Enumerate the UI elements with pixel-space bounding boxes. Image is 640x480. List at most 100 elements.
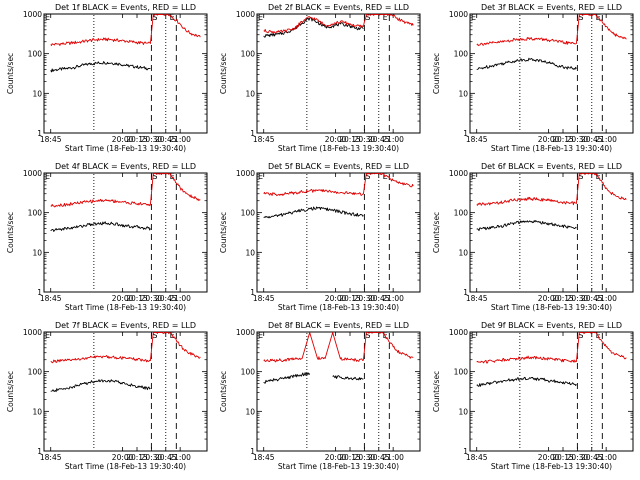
plot-frame [256,331,421,452]
x-tick-label: 20:15 [126,135,148,144]
marker-letter-middle: S [152,13,157,22]
y-tick-label: 1 [463,447,468,456]
x-axis-label: Start Time (18-Feb-13 19:30:40) [491,303,612,312]
y-tick-label: 1000 [236,169,255,178]
x-tick-label: 20:30 [141,294,163,303]
panel-9: Det 9f BLACK = Events, RED = LLD 1 10 100 10… [432,321,634,471]
marker-letter-left: E [45,13,50,22]
y-axis-label: Counts/sec [432,53,441,94]
marker-letter-middle: S [152,172,157,181]
y-tick-label: 1000 [449,328,468,337]
y-tick-label: 10 [32,407,42,416]
panel-title: Det 9f BLACK = Events, RED = LLD [481,321,622,330]
panel-title: Det 4f BLACK = Events, RED = LLD [55,162,196,171]
plot-frame [43,13,208,134]
panel-6: Det 6f BLACK = Events, RED = LLD 1 10 100 10… [432,162,634,312]
y-tick-label: 1 [37,288,42,297]
panel-5: Det 5f BLACK = Events, RED = LLD 1 10 100 10… [219,162,421,312]
y-tick-label: 1000 [236,328,255,337]
series-line-events [263,206,364,219]
x-tick-label: 18:45 [466,294,488,303]
y-tick-label: 1 [37,129,42,138]
plot-frame [469,172,634,293]
series-line-lld [263,332,414,363]
x-tick-label: 20:00 [112,453,134,462]
x-tick-label: 20:15 [339,135,361,144]
x-tick-label: 20:45 [368,294,390,303]
x-axis-label: Start Time (18-Feb-13 19:30:40) [491,462,612,471]
x-tick-label: 18:45 [253,294,275,303]
x-tick-label: 20:30 [567,453,589,462]
x-tick-label: 20:00 [325,294,347,303]
x-tick-label: 20:45 [581,135,603,144]
y-tick-label: 10 [245,248,255,257]
series-line-events [263,17,364,38]
marker-letter-middle: S [365,13,370,22]
x-tick-label: 18:45 [466,135,488,144]
panel-title: Det 8f BLACK = Events, RED = LLD [268,321,409,330]
y-axis-label: Counts/sec [432,212,441,253]
x-tick-label: 20:15 [339,294,361,303]
y-axis-label: Counts/sec [219,212,228,253]
y-axis-label: Counts/sec [219,53,228,94]
x-tick-label: 21:00 [595,135,617,144]
series-line-events [50,61,151,73]
x-tick-label: 20:00 [112,135,134,144]
y-tick-label: 1000 [236,10,255,19]
x-tick-label: 20:30 [567,294,589,303]
x-tick-label: 21:00 [595,453,617,462]
marker-letter-middle: S [365,331,370,340]
x-tick-label: 20:00 [538,453,560,462]
x-tick-label: 20:15 [126,294,148,303]
y-tick-label: 100 [28,50,43,59]
x-axis-label: Start Time (18-Feb-13 19:30:40) [278,144,399,153]
x-tick-label: 20:00 [538,135,560,144]
x-tick-label: 20:30 [141,135,163,144]
marker-letter-right: E [383,13,388,22]
x-tick-label: 20:15 [552,135,574,144]
marker-letter-left: E [258,13,263,22]
y-tick-label: 1000 [23,328,42,337]
plot-frame [469,13,634,134]
plot-frame [469,331,634,452]
marker-letter-middle: S [152,331,157,340]
x-tick-label: 21:00 [169,135,191,144]
y-tick-label: 10 [458,407,468,416]
series-line-events [476,376,577,387]
marker-letter-left: E [45,172,50,181]
y-tick-label: 10 [245,407,255,416]
x-tick-label: 18:45 [40,294,62,303]
x-tick-label: 20:30 [567,135,589,144]
x-axis-label: Start Time (18-Feb-13 19:30:40) [65,144,186,153]
marker-letter-middle: S [578,13,583,22]
panel-7: Det 7f BLACK = Events, RED = LLD 1 10 100 10… [6,321,208,471]
x-axis-label: Start Time (18-Feb-13 19:30:40) [65,303,186,312]
y-tick-label: 100 [28,368,43,377]
y-axis-label: Counts/sec [219,371,228,412]
y-axis-label: Counts/sec [6,212,15,253]
x-axis-label: Start Time (18-Feb-13 19:30:40) [278,462,399,471]
x-tick-label: 18:45 [40,135,62,144]
marker-letter-left: E [258,331,263,340]
y-tick-label: 10 [458,89,468,98]
y-tick-label: 1 [37,447,42,456]
series-line-lld [50,14,201,46]
x-tick-label: 21:00 [382,294,404,303]
panel-title: Det 3f BLACK = Events, RED = LLD [481,3,622,12]
marker-letter-left: E [471,13,476,22]
series-line-lld [476,332,627,364]
series-line-lld [50,173,201,208]
x-tick-label: 18:45 [253,135,275,144]
y-axis-label: Counts/sec [6,371,15,412]
y-tick-label: 10 [458,248,468,257]
x-tick-label: 20:15 [552,294,574,303]
plot-frame [43,331,208,452]
marker-letter-left: E [258,172,263,181]
panel-2: Det 2f BLACK = Events, RED = LLD 1 10 100 10… [219,3,421,153]
y-tick-label: 1 [463,288,468,297]
panel-title: Det 6f BLACK = Events, RED = LLD [481,162,622,171]
panel-title: Det 7f BLACK = Events, RED = LLD [55,321,196,330]
x-tick-label: 20:45 [581,294,603,303]
x-tick-label: 21:00 [169,294,191,303]
x-tick-label: 20:00 [112,294,134,303]
